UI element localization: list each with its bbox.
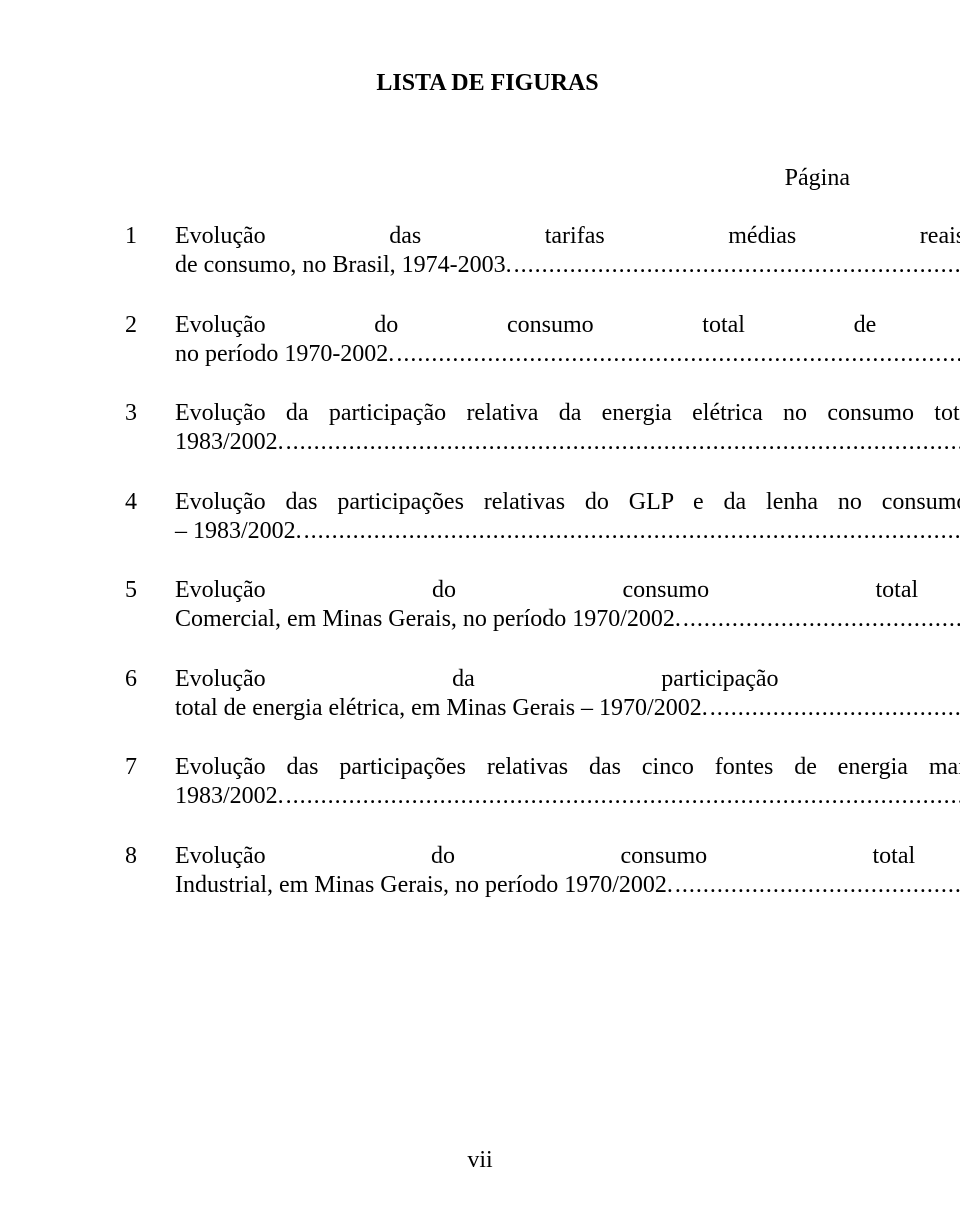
figure-description-lines: Evolução do consumo total de energia elé… <box>175 576 960 605</box>
leader-dots: ........................................… <box>708 694 960 723</box>
figure-description: Evolução da participação do Consumo Come… <box>175 665 960 724</box>
figure-number: 5 <box>125 576 175 605</box>
figure-last-line: no período 1970-2002....................… <box>175 340 960 369</box>
figure-description: Evolução das participações relativas das… <box>175 753 960 812</box>
leader-dots: ........................................… <box>394 340 960 369</box>
figure-description-lines: Evolução do consumo total de energia elé… <box>175 842 960 871</box>
figure-description: Evolução da participação relativa da ene… <box>175 399 960 458</box>
figure-number: 2 <box>125 311 175 340</box>
pagina-label: Página <box>125 165 850 192</box>
figure-number: 7 <box>125 753 175 782</box>
figure-last-text: no período 1970-2002. <box>175 340 394 369</box>
figure-last-line: 1983/2002...............................… <box>175 428 960 457</box>
figure-description-lines: Evolução do consumo total de energia elé… <box>175 311 960 340</box>
figure-entry: 2Evolução do consumo total de energia el… <box>125 311 850 370</box>
figure-number: 1 <box>125 222 175 251</box>
figure-description: Evolução do consumo total de energia elé… <box>175 311 960 370</box>
figure-number: 8 <box>125 842 175 871</box>
figure-description-lines: Evolução das tarifas médias reais de ene… <box>175 222 960 251</box>
page-footer-number: vii <box>0 1147 960 1174</box>
figure-description: Evolução das tarifas médias reais de ene… <box>175 222 960 281</box>
figures-list: 1Evolução das tarifas médias reais de en… <box>125 222 850 900</box>
leader-dots: ........................................… <box>302 517 960 546</box>
figure-last-text: de consumo, no Brasil, 1974-2003. <box>175 251 512 280</box>
figure-last-text: total de energia elétrica, em Minas Gera… <box>175 694 708 723</box>
figure-entry: 1Evolução das tarifas médias reais de en… <box>125 222 850 281</box>
figure-last-line: total de energia elétrica, em Minas Gera… <box>175 694 960 723</box>
leader-dots: ........................................… <box>512 251 960 280</box>
figure-description: Evolução das participações relativas do … <box>175 488 960 547</box>
figure-entry: 7Evolução das participações relativas da… <box>125 753 850 812</box>
figure-entry: 3Evolução da participação relativa da en… <box>125 399 850 458</box>
figure-description-lines: Evolução das participações relativas do … <box>175 488 960 517</box>
leader-dots: ........................................… <box>284 782 960 811</box>
figure-last-text: – 1983/2002. <box>175 517 302 546</box>
leader-dots: ........................................… <box>673 871 960 900</box>
figure-last-line: de consumo, no Brasil, 1974-2003........… <box>175 251 960 280</box>
figure-description-lines: Evolução das participações relativas das… <box>175 753 960 782</box>
figure-entry: 6Evolução da participação do Consumo Com… <box>125 665 850 724</box>
figure-number: 3 <box>125 399 175 428</box>
figure-last-line: Industrial, em Minas Gerais, no período … <box>175 871 960 900</box>
figure-number: 4 <box>125 488 175 517</box>
figure-last-line: 1983/2002...............................… <box>175 782 960 811</box>
figure-last-line: – 1983/2002.............................… <box>175 517 960 546</box>
figure-last-line: Comercial, em Minas Gerais, no período 1… <box>175 605 960 634</box>
figure-description: Evolução do consumo total de energia elé… <box>175 842 960 901</box>
figure-last-text: Industrial, em Minas Gerais, no período … <box>175 871 673 900</box>
page-title: LISTA DE FIGURAS <box>125 70 850 97</box>
figure-entry: 5Evolução do consumo total de energia el… <box>125 576 850 635</box>
figure-last-text: 1983/2002. <box>175 782 284 811</box>
leader-dots: ........................................… <box>284 428 960 457</box>
figure-description-lines: Evolução da participação relativa da ene… <box>175 399 960 428</box>
figure-description: Evolução do consumo total de energia elé… <box>175 576 960 635</box>
figure-last-text: 1983/2002. <box>175 428 284 457</box>
figure-number: 6 <box>125 665 175 694</box>
leader-dots: ........................................… <box>681 605 960 634</box>
figure-entry: 8Evolução do consumo total de energia el… <box>125 842 850 901</box>
figure-entry: 4Evolução das participações relativas do… <box>125 488 850 547</box>
figure-last-text: Comercial, em Minas Gerais, no período 1… <box>175 605 681 634</box>
figure-description-lines: Evolução da participação do Consumo Come… <box>175 665 960 694</box>
